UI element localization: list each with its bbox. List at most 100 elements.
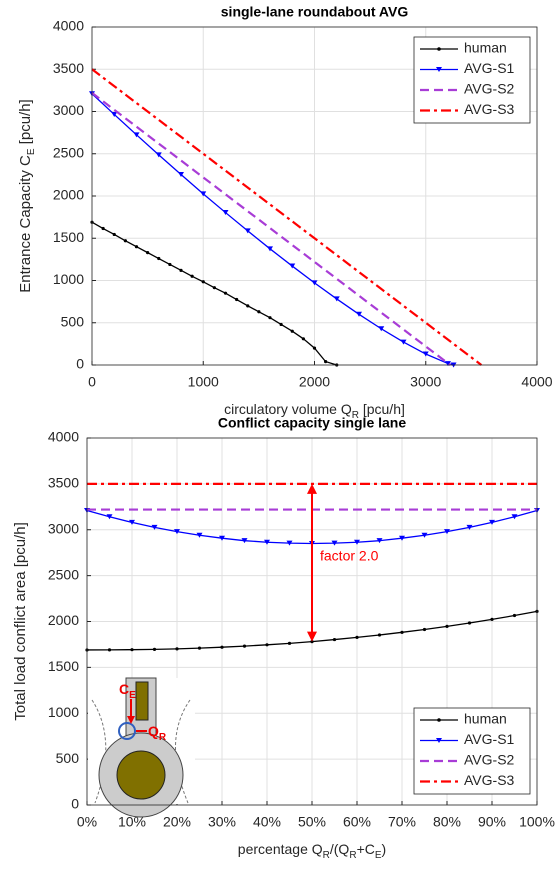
point — [146, 251, 150, 255]
point — [200, 191, 207, 197]
point — [106, 514, 113, 520]
series-line — [91, 68, 483, 366]
point — [289, 263, 296, 269]
point — [378, 326, 385, 332]
point — [151, 524, 158, 530]
inset-entry-label: CE — [119, 681, 136, 701]
point — [268, 316, 272, 320]
x-tick-label: 2000 — [299, 374, 330, 390]
legend-label: human — [464, 711, 507, 727]
legend-marker — [437, 718, 441, 722]
point — [178, 171, 184, 177]
legend-label: AVG-S1 — [464, 731, 515, 747]
x-tick-label: 100% — [519, 814, 555, 830]
point — [130, 648, 134, 652]
y-axis-label: Total load conflict area [pcu/h] — [12, 522, 29, 720]
x-tick-label: 0 — [88, 374, 96, 390]
y-tick-label: 3500 — [48, 475, 79, 491]
point — [222, 210, 229, 216]
roundabout-inset: CE QR — [88, 677, 195, 818]
x-tick-label: 30% — [208, 814, 236, 830]
y-tick-label: 0 — [76, 356, 84, 372]
point — [400, 339, 407, 345]
y-tick-label: 1500 — [48, 658, 79, 674]
point — [133, 132, 140, 138]
point — [332, 637, 337, 642]
point — [445, 624, 449, 628]
series-line — [91, 93, 454, 366]
x-tick-label: 80% — [433, 814, 461, 830]
x-axis-label-part: percentage Q — [238, 841, 323, 857]
point — [489, 519, 495, 525]
x-tick-label: 3000 — [410, 374, 441, 390]
inset-conflict-area — [118, 722, 136, 740]
point — [174, 529, 180, 535]
point — [257, 310, 261, 314]
point — [201, 280, 205, 284]
point — [377, 633, 382, 637]
x-axis-label-sub: R — [352, 410, 359, 421]
point — [422, 351, 429, 357]
series-line — [91, 92, 451, 366]
point — [511, 514, 518, 520]
y-tick-label: 3500 — [53, 60, 84, 76]
point — [219, 535, 225, 541]
point — [134, 245, 139, 249]
chart-title: Conflict capacity single lane — [218, 415, 406, 431]
factor-arrowhead — [307, 631, 317, 642]
point — [123, 239, 127, 243]
y-tick-label: 2000 — [48, 612, 79, 628]
y-tick-label: 4000 — [53, 18, 84, 34]
x-tick-label: 60% — [343, 814, 371, 830]
y-axis-label-sub: E — [26, 148, 37, 155]
point — [129, 519, 135, 525]
y-axis-label-part: [pcu/h] — [17, 99, 34, 148]
legend-label: AVG-S3 — [464, 772, 515, 788]
point — [168, 262, 172, 267]
point — [312, 346, 317, 350]
point — [212, 286, 216, 290]
series-layer — [89, 68, 483, 368]
y-axis-label-part: Entrance Capacity C — [17, 155, 34, 293]
axes-frame — [86, 437, 538, 806]
y-tick-label: 2500 — [53, 144, 84, 160]
point — [267, 246, 273, 252]
point — [376, 538, 383, 544]
axes-frame — [91, 26, 538, 366]
point — [244, 228, 251, 234]
point — [400, 630, 404, 634]
point — [421, 532, 428, 538]
legend: human AVG-S1 AVG-S2 AVG-S3 — [413, 707, 531, 795]
point — [490, 617, 494, 621]
point — [333, 296, 340, 302]
point — [246, 304, 250, 308]
legend-box — [413, 707, 531, 795]
point — [241, 538, 248, 544]
legend-label: human — [464, 40, 507, 56]
point — [155, 152, 162, 158]
legend-label: AVG-S2 — [464, 81, 515, 97]
point — [301, 337, 305, 341]
x-tick-label: 10% — [118, 814, 146, 830]
x-axis-label-part: +C — [357, 841, 375, 857]
legend-label: AVG-S3 — [464, 101, 515, 117]
x-tick-label: 40% — [253, 814, 281, 830]
inset-vehicle — [135, 681, 149, 721]
x-tick-label: 0% — [77, 814, 97, 830]
x-axis-label-part: ) — [382, 841, 387, 857]
point — [175, 647, 179, 651]
inset-island — [116, 750, 166, 800]
y-tick-label: 500 — [56, 750, 80, 766]
point — [466, 524, 473, 530]
inset-entry-label-main: C — [119, 681, 129, 697]
y-tick-label: 1000 — [48, 704, 79, 720]
legend-marker — [436, 738, 442, 743]
point — [220, 645, 224, 649]
point — [235, 297, 239, 302]
x-tick-label: 90% — [478, 814, 506, 830]
point — [354, 539, 360, 545]
point — [287, 641, 292, 645]
inset-circ-label: QR — [148, 723, 167, 743]
y-tick-label: 0 — [71, 796, 79, 812]
x-tick-label: 1000 — [188, 374, 219, 390]
